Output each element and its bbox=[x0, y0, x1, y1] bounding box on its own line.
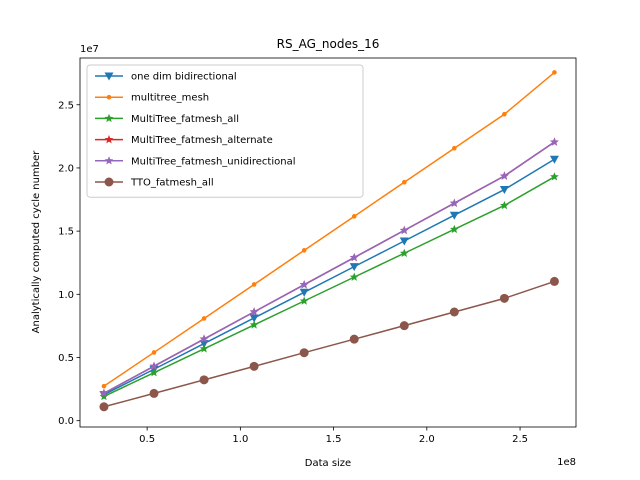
series-4 bbox=[99, 137, 559, 397]
plot-frame bbox=[79, 57, 577, 428]
legend-swatch-marker bbox=[104, 156, 114, 165]
y-tick-label: 2.0 bbox=[58, 163, 74, 174]
x-tick-label: 0.5 bbox=[139, 434, 155, 445]
x-offset-label: 1e8 bbox=[557, 457, 576, 468]
legend-swatch-marker bbox=[104, 72, 114, 81]
legend-entry: MultiTree_fatmesh_alternate bbox=[95, 135, 273, 146]
series-line bbox=[103, 141, 555, 394]
legend-box bbox=[86, 64, 364, 198]
series-line bbox=[103, 280, 555, 408]
legend-swatch-marker bbox=[104, 177, 114, 187]
legend-swatch-marker bbox=[104, 135, 114, 144]
y-axis-label: Analytically computed cycle number bbox=[31, 150, 42, 334]
data-point bbox=[349, 272, 359, 281]
data-point bbox=[401, 179, 407, 185]
data-point bbox=[399, 237, 409, 246]
data-point bbox=[249, 320, 259, 329]
series-line bbox=[103, 176, 555, 398]
data-point bbox=[449, 198, 459, 207]
legend-label: MultiTree_fatmesh_alternate bbox=[131, 135, 273, 146]
legend-entry: multitree_mesh bbox=[95, 93, 209, 104]
legend-swatch-marker bbox=[104, 113, 114, 123]
data-point bbox=[201, 316, 207, 321]
series-1 bbox=[101, 70, 557, 389]
legend-entry: MultiTree_fatmesh_unidirectional bbox=[95, 156, 295, 167]
series-line bbox=[103, 71, 555, 387]
x-tick-label: 1.0 bbox=[232, 434, 248, 445]
x-tick-label: 2.0 bbox=[419, 434, 435, 445]
legend-label: multitree_mesh bbox=[131, 93, 209, 104]
y-tick-label: 1.0 bbox=[58, 290, 74, 301]
data-point bbox=[99, 391, 109, 401]
data-point bbox=[149, 361, 159, 370]
data-point bbox=[249, 307, 259, 316]
data-point bbox=[399, 248, 409, 257]
data-point bbox=[549, 276, 559, 286]
x-axis-label: Data size bbox=[305, 458, 351, 469]
legend-entry: TTO_fatmesh_all bbox=[95, 177, 214, 189]
y-tick-label: 2.5 bbox=[58, 100, 74, 111]
data-point bbox=[349, 252, 359, 262]
legend-entry: one dim bidirectional bbox=[95, 72, 237, 83]
y-tick-label: 0.5 bbox=[58, 353, 74, 364]
data-point bbox=[249, 361, 259, 371]
y-offset-label: 1e7 bbox=[80, 44, 99, 55]
data-point bbox=[449, 307, 459, 317]
data-point bbox=[301, 248, 307, 253]
data-point bbox=[299, 296, 309, 305]
data-point bbox=[99, 402, 109, 412]
data-point bbox=[502, 111, 507, 117]
data-point bbox=[349, 334, 359, 344]
data-point bbox=[452, 145, 457, 151]
data-point bbox=[552, 70, 557, 75]
data-point bbox=[249, 314, 259, 323]
series-line bbox=[103, 158, 555, 396]
data-point bbox=[199, 344, 209, 353]
data-point bbox=[499, 293, 509, 303]
legend-label: MultiTree_fatmesh_unidirectional bbox=[131, 156, 295, 167]
data-point bbox=[151, 350, 157, 355]
data-point bbox=[500, 200, 509, 210]
legend: one dim bidirectional multitree_mesh Multi… bbox=[86, 64, 364, 198]
legend-entry: MultiTree_fatmesh_all bbox=[95, 113, 239, 125]
data-point bbox=[149, 368, 159, 377]
data-point bbox=[199, 375, 209, 385]
y-tick-label: 1.5 bbox=[58, 227, 74, 238]
data-point bbox=[101, 383, 107, 389]
data-point bbox=[299, 348, 309, 358]
x-tick-label: 2.5 bbox=[512, 434, 528, 445]
data-point bbox=[99, 388, 109, 397]
data-point bbox=[199, 334, 209, 343]
data-point bbox=[251, 282, 257, 287]
series-5 bbox=[99, 276, 559, 412]
data-point bbox=[399, 321, 409, 331]
data-point bbox=[149, 388, 159, 398]
data-point bbox=[351, 214, 357, 219]
chart-title: RS_AG_nodes_16 bbox=[277, 37, 380, 51]
data-point bbox=[500, 171, 509, 180]
data-point bbox=[499, 186, 509, 195]
data-point bbox=[550, 172, 559, 181]
plot-area: 0.5 1.0 1.5 2.0 2.5 0.0 0.5 1.0 1.5 2.0 2.5 bbox=[58, 57, 577, 445]
legend-label: TTO_fatmesh_all bbox=[130, 178, 214, 189]
data-point bbox=[299, 288, 309, 297]
y-tick-label: 0.0 bbox=[58, 416, 74, 427]
data-point bbox=[550, 137, 559, 146]
data-point bbox=[449, 211, 459, 220]
data-point bbox=[449, 224, 459, 234]
legend-swatch-marker bbox=[106, 94, 112, 100]
data-point bbox=[399, 225, 409, 235]
legend-label: one dim bidirectional bbox=[131, 72, 237, 83]
data-point bbox=[299, 280, 309, 289]
series-2 bbox=[99, 172, 559, 401]
data-point bbox=[349, 263, 359, 272]
x-tick-label: 1.5 bbox=[326, 434, 342, 445]
legend-label: MultiTree_fatmesh_all bbox=[131, 114, 239, 125]
data-point bbox=[549, 155, 559, 164]
